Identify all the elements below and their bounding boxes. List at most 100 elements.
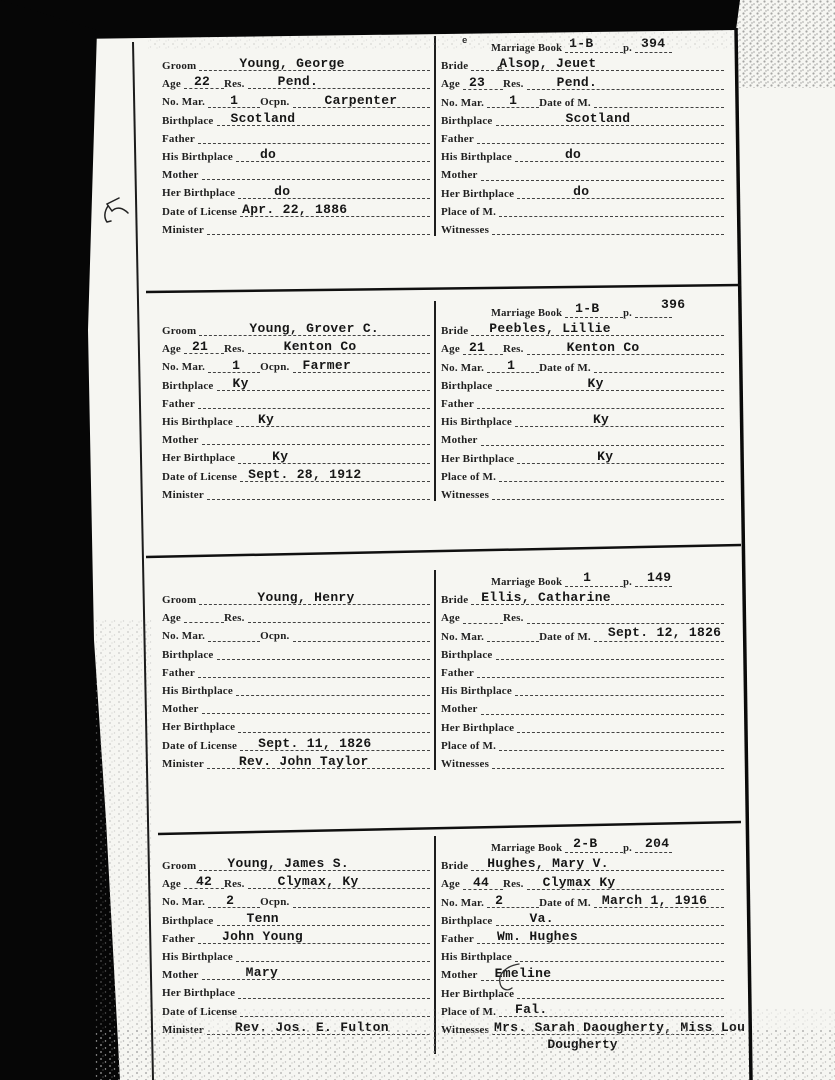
groom-minister-value: Rev. John Taylor [238, 753, 369, 769]
bride-birthplace-value: Scotland [565, 110, 631, 126]
groom-section: Groom Young, Grover C. Age 21 Res. Kento… [148, 301, 434, 501]
dotted-line: Young, Grover C. [199, 321, 430, 337]
father-label: Father [441, 133, 474, 146]
mother-label: Mother [162, 169, 199, 182]
minister-row: Minister [162, 218, 430, 236]
his-birthplace-row: His Birthplace [441, 679, 724, 697]
dotted-line: Peebles, Lillie [471, 322, 724, 337]
age-label: Age [441, 612, 460, 625]
license-row: Date of License [162, 1000, 430, 1018]
marriage-book-label: Marriage Book [491, 576, 563, 588]
father-label: Father [441, 667, 474, 680]
bride-row: Bride Peebles, Lillie [441, 319, 724, 337]
dotted-line: Rev. Jos. E. Fulton [206, 1021, 430, 1035]
dotted-line [201, 700, 430, 715]
dotted-line [235, 682, 430, 697]
witnesses-row: Witnesses [441, 752, 724, 770]
age-res-row: Age 23 Res. Pend. [441, 72, 724, 90]
his-birthplace-row: His Birthplace [162, 679, 430, 697]
dotted-line [514, 948, 724, 963]
age-res-row: Age 42 Res. Clymax, Ky [162, 872, 430, 890]
her-birthplace-label: Her Birthplace [441, 187, 515, 200]
place-of-m-row: Place of M. [441, 200, 724, 218]
bride-row: Bride Hughes, Mary V. [441, 854, 724, 872]
book-value: 1-B [569, 36, 594, 52]
dotted-line: Tenn [216, 912, 430, 926]
nomar-dom-row: No. Mar. Date of M. Sept. 12, 1826 [441, 625, 724, 643]
his-birthplace-row: His Birthplace Ky [162, 410, 430, 428]
nomar-dom-row: No. Mar. 2 Date of M. March 1, 1916 [441, 891, 724, 909]
her-birthplace-row: Her Birthplace do [441, 182, 724, 200]
groom-section: Groom Young, George Age 22 Res. Pend. No… [148, 36, 434, 236]
marriage-record-card: Groom Young, Grover C. Age 21 Res. Kento… [148, 298, 740, 502]
nomar-label: No. Mar. [162, 896, 206, 909]
marriage-book-label: Marriage Book [491, 842, 563, 854]
nomar-ocpn-row: No. Mar. 1 Ocpn. Farmer [162, 355, 430, 373]
mother-row: Mother Emeline [441, 963, 724, 981]
bride-section: Marriage Book 1 p. 149 Bride Ellis, Cath… [434, 570, 740, 771]
dotted-line: 1 [487, 94, 540, 108]
dotted-line: 42 [183, 874, 224, 890]
dotted-line [480, 432, 724, 446]
dotted-line: Young, James S. [199, 857, 430, 872]
dom-label: Date of M. [539, 361, 591, 374]
birthplace-row: Birthplace [441, 643, 724, 661]
page-label: p. [623, 307, 633, 319]
groom-section: Groom Young, Henry Age Res. No. Mar. Ocp… [148, 570, 434, 770]
dotted-line [517, 985, 724, 999]
age-label: Age [441, 78, 460, 91]
mother-row: Mother [162, 697, 430, 715]
groom-age-value: 21 [191, 339, 209, 355]
dotted-line [499, 203, 724, 217]
dotted-line [517, 719, 724, 733]
her-birthplace-label: Her Birthplace [162, 721, 236, 734]
place-of-m-label: Place of M. [441, 1005, 497, 1018]
nomar-ocpn-row: No. Mar. 2 Ocpn. [162, 890, 430, 908]
card-separator-3 [157, 820, 742, 836]
birthplace-row: Birthplace Ky [162, 374, 430, 392]
res-label: Res. [223, 78, 245, 91]
dotted-line [492, 486, 724, 501]
bride-father-value: Wm. Hughes [496, 929, 578, 945]
groom-name-value: Young, Grover C. [249, 321, 380, 337]
nomar-ocpn-row: No. Mar. Ocpn. [162, 624, 430, 642]
groom-age-value: 42 [195, 874, 213, 890]
dotted-line: Sept. 28, 1912 [240, 468, 430, 482]
groom-nomar-value: 1 [232, 357, 241, 373]
birthplace-label: Birthplace [441, 379, 493, 392]
res-label: Res. [223, 343, 245, 356]
nomar-label: No. Mar. [441, 96, 485, 109]
his-birthplace-label: His Birthplace [162, 151, 233, 164]
bride-her-birthplace-value: do [573, 183, 590, 199]
res-label: Res. [223, 612, 245, 625]
res-label: Res. [502, 612, 524, 625]
her-birthplace-label: Her Birthplace [441, 987, 515, 1000]
bride-section: Marriage Book 1-B p. 394 Bride Alsop, Je… [434, 36, 740, 237]
dotted-line [462, 610, 503, 624]
place-of-m-row: Place of M. Fal. [441, 1000, 724, 1018]
marriage-book-label: Marriage Book [491, 42, 563, 54]
bride-res-value: Clymax Ky [542, 874, 616, 890]
bride-birthplace-value: Va. [529, 910, 554, 926]
dotted-line [206, 486, 430, 500]
father-row: Father [162, 127, 430, 145]
her-birthplace-row: Her Birthplace do [162, 181, 430, 199]
dotted-line [235, 948, 430, 963]
groom-his-birthplace-value: Ky [257, 412, 275, 428]
dotted-line: Emeline [480, 967, 724, 981]
groom-label: Groom [162, 594, 197, 607]
dotted-line: Fal. [499, 1003, 724, 1017]
dotted-line [201, 431, 430, 446]
dotted-line [238, 985, 430, 999]
res-label: Res. [502, 78, 524, 91]
dotted-line: Ky [517, 450, 724, 464]
dotted-line: 1 [565, 571, 624, 588]
page-label: p. [623, 42, 633, 54]
bride-label: Bride [441, 60, 469, 73]
his-birthplace-row: His Birthplace [162, 945, 430, 963]
father-row: Father [441, 127, 724, 145]
mother-label: Mother [162, 969, 199, 982]
dotted-line: Scotland [495, 110, 724, 126]
dotted-line: Kenton Co [247, 340, 430, 355]
bride-age-value: 21 [468, 339, 486, 355]
